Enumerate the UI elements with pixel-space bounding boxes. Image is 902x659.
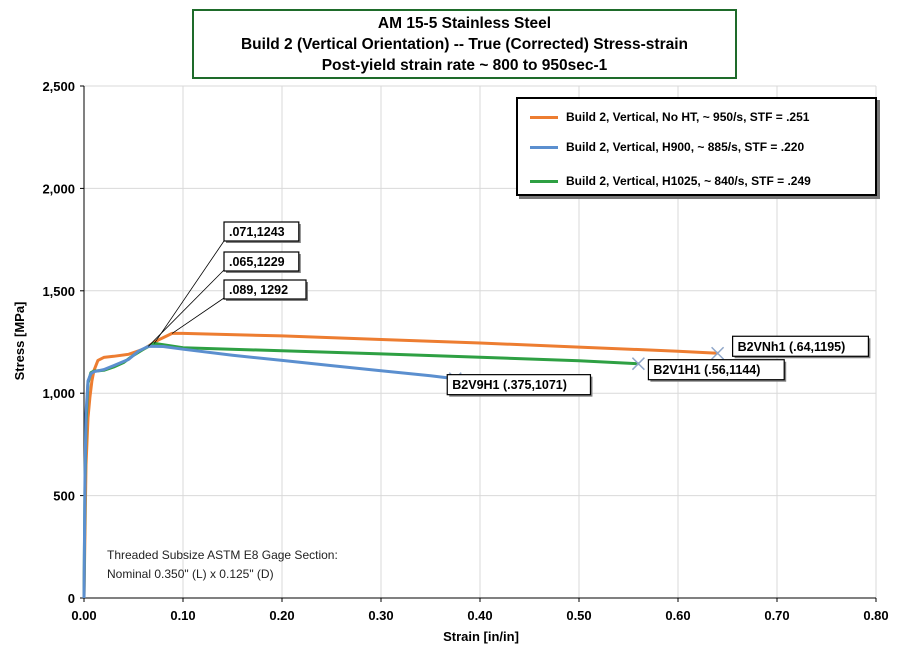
legend-swatch-h900 bbox=[530, 145, 558, 149]
legend-label-no-ht: Build 2, Vertical, No HT, ~ 950/s, STF =… bbox=[566, 110, 810, 124]
legend-label-h1025: Build 2, Vertical, H1025, ~ 840/s, STF =… bbox=[566, 174, 811, 188]
end-label-box bbox=[731, 335, 869, 357]
end-label-box bbox=[446, 374, 592, 396]
legend-label-h900: Build 2, Vertical, H900, ~ 885/s, STF = … bbox=[566, 140, 805, 154]
series-line-h900 bbox=[82, 344, 456, 599]
callout-box bbox=[223, 279, 307, 300]
y-tick-label: 2,000 bbox=[42, 181, 75, 196]
callout-box bbox=[223, 251, 300, 272]
end-label-group: B2VNh1 (.64,1195) bbox=[731, 335, 871, 359]
annotations-group: B2VNh1 (.64,1195) B2V9H1 (.375,1071) B2V1H… bbox=[148, 221, 871, 397]
x-tick-label: 0.70 bbox=[764, 608, 789, 623]
chart-title-line-1: AM 15-5 Stainless Steel bbox=[377, 15, 552, 32]
x-tick-label: 0.50 bbox=[566, 608, 591, 623]
series-end-marker bbox=[711, 346, 725, 360]
end-label-text: B2VNh1 (.64,1195) bbox=[738, 340, 846, 354]
callout-text: .089, 1292 bbox=[229, 283, 288, 297]
specimen-note: Threaded Subsize ASTM E8 Gage Section: N… bbox=[107, 546, 338, 584]
end-label-text: B2V1H1 (.56,1144) bbox=[653, 363, 760, 377]
axes: 0.00 0.10 0.20 0.30 0.40 0.50 0.60 0.70 0.80 0 500… bbox=[42, 79, 888, 623]
y-tick-label: 0 bbox=[68, 591, 75, 606]
end-label-group: B2V1H1 (.56,1144) bbox=[647, 359, 787, 382]
end-label-text: B2V9H1 (.375,1071) bbox=[452, 378, 567, 392]
x-tick-label: 0.30 bbox=[368, 608, 393, 623]
chart-title-line-3: Post-yield strain rate ~ 800 to 950sec-1 bbox=[321, 57, 608, 74]
callout-text: .071,1243 bbox=[229, 225, 285, 239]
chart-title-box: AM 15-5 Stainless Steel Build 2 (Vertica… bbox=[192, 9, 737, 79]
y-tick-label: 2,500 bbox=[42, 79, 75, 94]
x-tick-label: 0.00 bbox=[71, 608, 96, 623]
x-axis-label: Strain [in/in] bbox=[443, 629, 519, 644]
legend: Build 2, Vertical, No HT, ~ 950/s, STF =… bbox=[516, 97, 877, 196]
callout-box bbox=[223, 221, 300, 242]
chart-title-line-2: Build 2 (Vertical Orientation) -- True (… bbox=[240, 36, 688, 53]
legend-swatch-h1025 bbox=[530, 179, 558, 183]
callout-leader-line bbox=[153, 240, 225, 344]
callout-leader-line bbox=[171, 297, 225, 334]
legend-item-no-ht: Build 2, Vertical, No HT, ~ 950/s, STF =… bbox=[530, 107, 809, 127]
legend-swatch-no-ht bbox=[530, 115, 558, 119]
legend-item-h1025: Build 2, Vertical, H1025, ~ 840/s, STF =… bbox=[530, 171, 811, 191]
callout-leader-line bbox=[148, 269, 225, 347]
x-tick-label: 0.40 bbox=[467, 608, 492, 623]
legend-item-h900: Build 2, Vertical, H900, ~ 885/s, STF = … bbox=[530, 137, 804, 157]
y-tick-label: 1,500 bbox=[42, 284, 75, 299]
specimen-note-line-1: Threaded Subsize ASTM E8 Gage Section: bbox=[107, 548, 338, 562]
y-axis-label: Stress [MPa] bbox=[12, 302, 27, 381]
x-tick-label: 0.60 bbox=[665, 608, 690, 623]
callout-text: .065,1229 bbox=[229, 255, 285, 269]
y-tick-label: 1,000 bbox=[42, 386, 75, 401]
y-tick-label: 500 bbox=[53, 489, 75, 504]
end-label-box bbox=[647, 359, 785, 381]
x-tick-label: 0.80 bbox=[863, 608, 888, 623]
x-tick-label: 0.20 bbox=[269, 608, 294, 623]
series-end-marker bbox=[631, 357, 645, 371]
x-tick-label: 0.10 bbox=[170, 608, 195, 623]
end-label-group: B2V9H1 (.375,1071) bbox=[446, 374, 593, 397]
specimen-note-line-2: Nominal 0.350" (L) x 0.125" (D) bbox=[107, 567, 274, 581]
